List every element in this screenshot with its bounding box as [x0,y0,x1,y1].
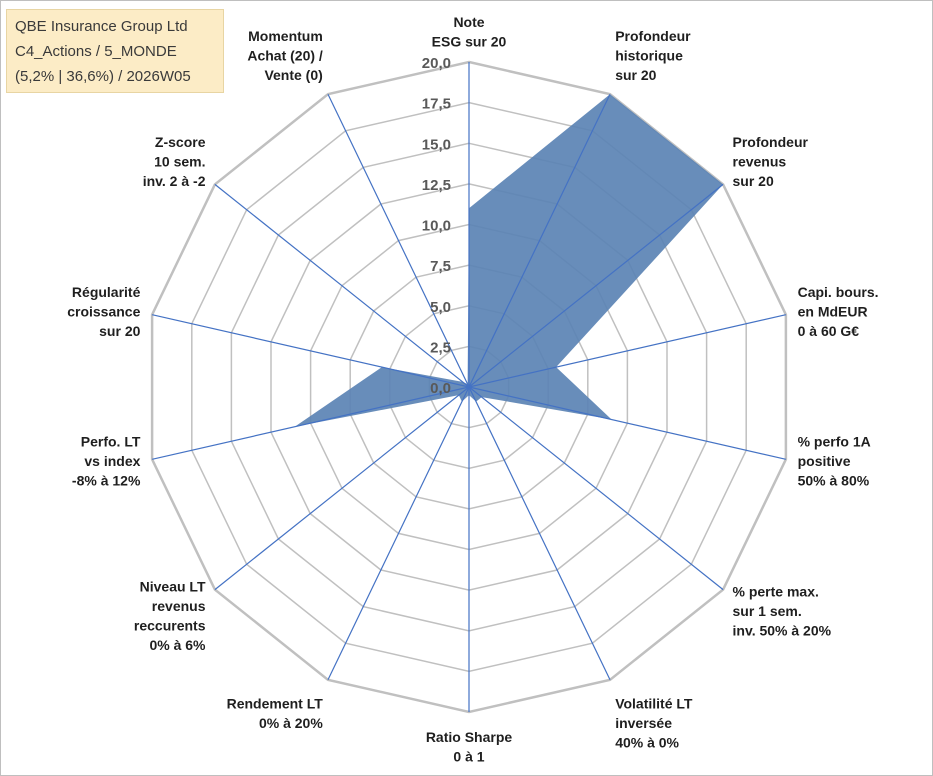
tick-label: 17,5 [422,96,451,113]
axis-label-line: Achat (20) / [247,47,323,63]
axis-spoke [468,386,787,460]
axis-label-line: Régularité [72,284,141,300]
axis-label-line: Volatilité LT [615,696,693,712]
axis-label-line: inversée [615,715,672,731]
axis-label-line: Capi. bours. [798,284,879,300]
axis-spoke [151,386,470,460]
axis-label-line: Niveau LT [140,579,206,595]
axis-label: Volatilité LT inversée 40% à 0% [615,696,693,751]
axis-label: Z-score 10 sem. inv. 2 à -2 [143,134,206,189]
info-box: QBE Insurance Group Ltd C4_Actions / 5_M… [6,9,224,93]
axis-label-line: Ratio Sharpe [426,729,513,745]
axis-spoke [151,314,470,388]
axis-label-line: vs index [84,453,140,469]
axis-label-line: Vente (0) [264,67,322,83]
axis-label: Profondeur historique sur 20 [615,28,691,83]
axis-label: Capi. bours. en MdEUR 0 à 60 G€ [798,284,879,339]
axis-label: Profondeur revenus sur 20 [733,134,809,189]
axis-label-line: 50% à 80% [798,473,870,489]
axis-spoke [214,183,470,388]
axis-label: Note ESG sur 20 [432,14,507,50]
axis-label-line: sur 20 [99,323,140,339]
axis-label-line: Perfo. LT [81,434,141,450]
axis-label: Rendement LT 0% à 20% [227,696,324,732]
axis-label-line: positive [798,453,851,469]
tick-label: 20,0 [422,55,451,72]
axis-spoke [468,183,724,388]
axis-label-line: sur 20 [733,173,774,189]
axis-label-line: -8% à 12% [72,473,141,489]
tick-label: 15,0 [422,136,451,153]
tick-label: 10,0 [422,218,451,235]
axis-spoke [468,386,611,681]
axis-label: % perfo 1A positive 50% à 80% [798,434,871,489]
radar-axes [151,62,787,712]
tick-label: 5,0 [430,299,451,316]
axis-label-line: revenus [733,154,787,170]
radar-series [294,94,724,427]
axis-label: Momentum Achat (20) / Vente (0) [247,28,323,83]
axis-label: % perte max. sur 1 sem. inv. 50% à 20% [733,584,832,639]
axis-label-line: inv. 50% à 20% [733,623,832,639]
tick-label: 2,5 [430,339,451,356]
axis-label-line: Profondeur [615,28,691,44]
axis-label-line: 0% à 20% [259,715,323,731]
axis-spoke [214,386,470,591]
axis-label-line: 40% à 0% [615,735,679,751]
axis-label-line: Profondeur [733,134,809,150]
company-name: QBE Insurance Group Ltd [15,18,188,35]
tick-label: 7,5 [430,258,451,275]
axis-label: Régularité croissance sur 20 [67,284,140,339]
axis-label-line: % perfo 1A [798,434,871,450]
category-label: C4_Actions / 5_MONDE [15,43,177,60]
axis-label-line: revenus [152,598,206,614]
axis-spoke [468,314,787,388]
axis-spoke [468,386,724,591]
axis-label-line: reccurents [134,618,206,634]
radar-ticks: 0,0 2,5 5,0 7,5 10,0 12,5 15,0 17,5 20,0 [422,55,451,397]
axis-label-line: % perte max. [733,584,819,600]
axis-label: Niveau LT revenus reccurents 0% à 6% [134,579,206,654]
axis-spoke [327,386,470,681]
axis-label-line: inv. 2 à -2 [143,173,206,189]
axis-label-line: sur 1 sem. [733,603,802,619]
tick-label: 12,5 [422,177,451,194]
axis-spoke [327,93,470,388]
axis-label-line: Rendement LT [227,696,324,712]
radar-axis-labels: Note ESG sur 20 Profondeur historique sur 20… [67,14,878,765]
axis-label-line: Z-score [155,134,206,150]
tick-label: 0,0 [430,380,451,397]
axis-label-line: historique [615,47,683,63]
axis-spoke [468,93,611,388]
axis-label-line: 10 sem. [154,154,205,170]
axis-label-line: Momentum [248,28,323,44]
axis-label-line: 0% à 6% [149,637,206,653]
axis-label: Perfo. LT vs index -8% à 12% [72,434,141,489]
axis-label-line: sur 20 [615,67,656,83]
period-label: (5,2% | 36,6%) / 2026W05 [15,68,191,85]
axis-label-line: Note [453,14,484,30]
axis-label-line: 0 à 1 [453,749,484,765]
series-area [294,94,724,427]
axis-label-line: en MdEUR [798,303,868,319]
axis-label-line: ESG sur 20 [432,34,507,50]
axis-label-line: 0 à 60 G€ [798,323,860,339]
axis-label-line: croissance [67,303,140,319]
axis-label: Ratio Sharpe 0 à 1 [426,729,513,765]
